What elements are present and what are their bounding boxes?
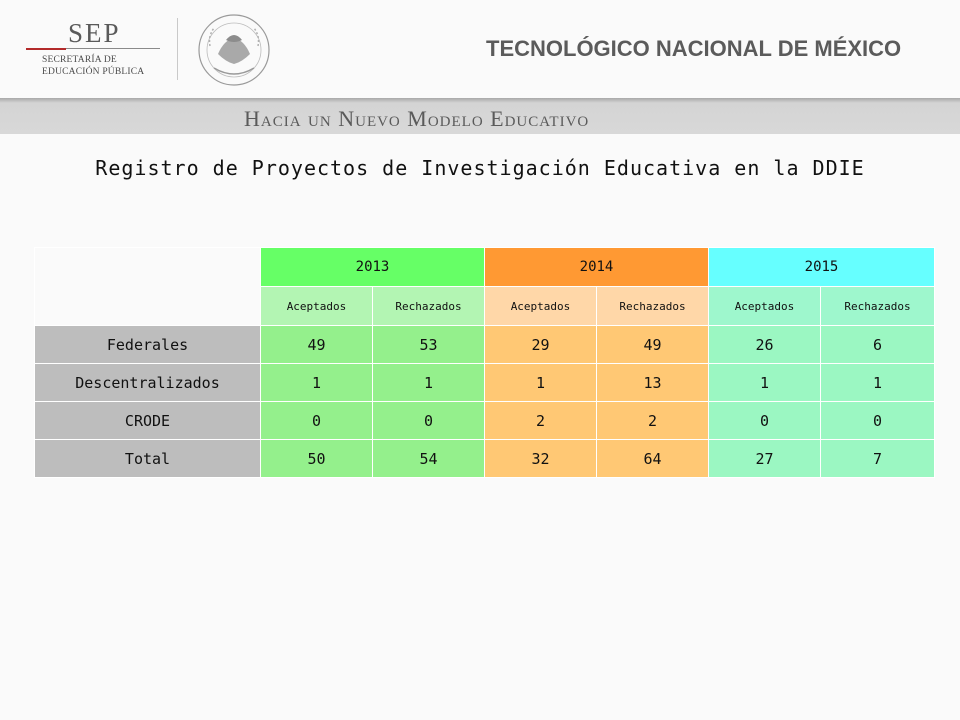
seal-icon xyxy=(192,12,276,88)
table-cell: 64 xyxy=(596,439,709,478)
header: SEP SECRETARÍA DE EDUCACIÓN PÚBLICA TECN… xyxy=(0,0,960,96)
subheader-aceptados-2015: Aceptados xyxy=(708,286,821,326)
table-cell: 27 xyxy=(708,439,821,478)
institution-name: TECNOLÓGICO NACIONAL DE MÉXICO xyxy=(486,36,902,61)
year-header-2013: 2013 xyxy=(260,247,485,287)
table-cell: 1 xyxy=(372,363,485,402)
subheader-rechazados-2013: Rechazados xyxy=(372,286,485,326)
subheader-aceptados-2013: Aceptados xyxy=(260,286,373,326)
table-cell: 54 xyxy=(372,439,485,478)
table-row-descentralizados: Descentralizados 1 1 1 13 1 1 xyxy=(34,363,935,402)
banner-slogan: Hacia un Nuevo Modelo Educativo xyxy=(244,106,590,131)
table-cell: 0 xyxy=(708,401,821,440)
table-cell: 13 xyxy=(596,363,709,402)
subheader-rechazados-2015: Rechazados xyxy=(820,286,935,326)
sep-red-rule xyxy=(26,48,66,50)
table-cell: 0 xyxy=(260,401,373,440)
sep-logo: SEP SECRETARÍA DE EDUCACIÓN PÚBLICA xyxy=(26,18,162,80)
subheader-row: Aceptados Rechazados Aceptados Rechazado… xyxy=(35,286,935,326)
table-row-total: Total 50 54 32 64 27 7 xyxy=(34,439,935,478)
table-row-crode: CRODE 0 0 2 2 0 0 xyxy=(34,401,935,440)
table-cell: 49 xyxy=(596,325,709,364)
table-cell: 1 xyxy=(260,363,373,402)
table-cell: 2 xyxy=(484,401,597,440)
table-cell: 0 xyxy=(372,401,485,440)
table-cell: 26 xyxy=(708,325,821,364)
table-cell: 1 xyxy=(708,363,821,402)
projects-table: 2013 2014 2015 Aceptados Rechazados Acep… xyxy=(34,247,935,478)
table-cell: 1 xyxy=(820,363,935,402)
row-label: Descentralizados xyxy=(34,363,261,402)
table-cell: 32 xyxy=(484,439,597,478)
subheader-rechazados-2014: Rechazados xyxy=(596,286,709,326)
header-divider xyxy=(177,18,178,80)
table-cell: 6 xyxy=(820,325,935,364)
table-cell: 0 xyxy=(820,401,935,440)
table-cell: 50 xyxy=(260,439,373,478)
table-corner-cell xyxy=(34,247,261,326)
table-cell: 1 xyxy=(484,363,597,402)
table-row-federales: Federales 49 53 29 49 26 6 xyxy=(34,325,935,364)
year-header-2015: 2015 xyxy=(708,247,935,287)
row-label: CRODE xyxy=(34,401,261,440)
sep-wordmark: SEP xyxy=(68,18,121,48)
banner-band xyxy=(0,98,960,134)
subheader-aceptados-2014: Aceptados xyxy=(484,286,597,326)
row-label: Federales xyxy=(34,325,261,364)
table-cell: 49 xyxy=(260,325,373,364)
sep-subtitle-line2: EDUCACIÓN PÚBLICA xyxy=(42,67,145,77)
sep-subtitle-line1: SECRETARÍA DE xyxy=(42,55,117,65)
table-cell: 7 xyxy=(820,439,935,478)
page-title: Registro de Proyectos de Investigación E… xyxy=(95,156,865,180)
year-header-row: 2013 2014 2015 xyxy=(34,247,935,326)
table-cell: 2 xyxy=(596,401,709,440)
year-header-2014: 2014 xyxy=(484,247,709,287)
row-label: Total xyxy=(34,439,261,478)
table-cell: 29 xyxy=(484,325,597,364)
table-cell: 53 xyxy=(372,325,485,364)
sep-gray-rule xyxy=(66,48,160,49)
